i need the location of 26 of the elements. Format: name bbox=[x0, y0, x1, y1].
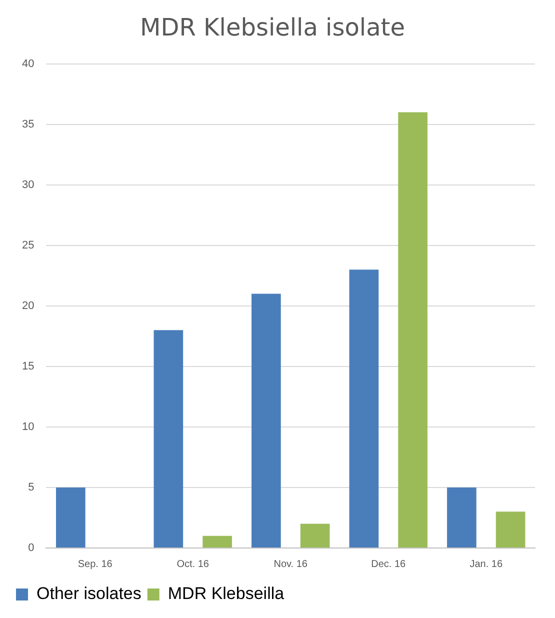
bar bbox=[202, 536, 232, 548]
y-tick-label: 35 bbox=[22, 118, 34, 130]
bar bbox=[349, 270, 379, 548]
x-tick-label: Nov. 16 bbox=[274, 558, 308, 570]
legend-label: Other isolates bbox=[36, 584, 142, 604]
chart-title: MDR Klebsiella isolate bbox=[140, 14, 405, 42]
y-tick-label: 5 bbox=[28, 482, 34, 494]
y-tick-label: 30 bbox=[22, 178, 34, 191]
bar bbox=[300, 524, 330, 548]
y-tick-label: 25 bbox=[22, 239, 34, 252]
bar bbox=[154, 330, 184, 548]
legend-label: MDR Klebseilla bbox=[168, 584, 285, 604]
bar bbox=[447, 487, 476, 548]
x-tick-label: Jan. 16 bbox=[470, 558, 503, 570]
x-tick-label: Dec. 16 bbox=[371, 558, 406, 570]
bar bbox=[398, 112, 428, 548]
x-tick-label: Oct. 16 bbox=[176, 558, 210, 570]
bar bbox=[252, 294, 281, 548]
y-tick-label: 15 bbox=[22, 360, 34, 372]
bar bbox=[56, 487, 86, 548]
y-tick-label: 40 bbox=[22, 58, 34, 70]
x-tick-label: Sep. 16 bbox=[78, 558, 113, 570]
y-tick-label: 0 bbox=[28, 542, 34, 554]
bar bbox=[496, 512, 526, 548]
y-tick-label: 20 bbox=[22, 300, 34, 312]
y-tick-label: 10 bbox=[22, 420, 34, 433]
